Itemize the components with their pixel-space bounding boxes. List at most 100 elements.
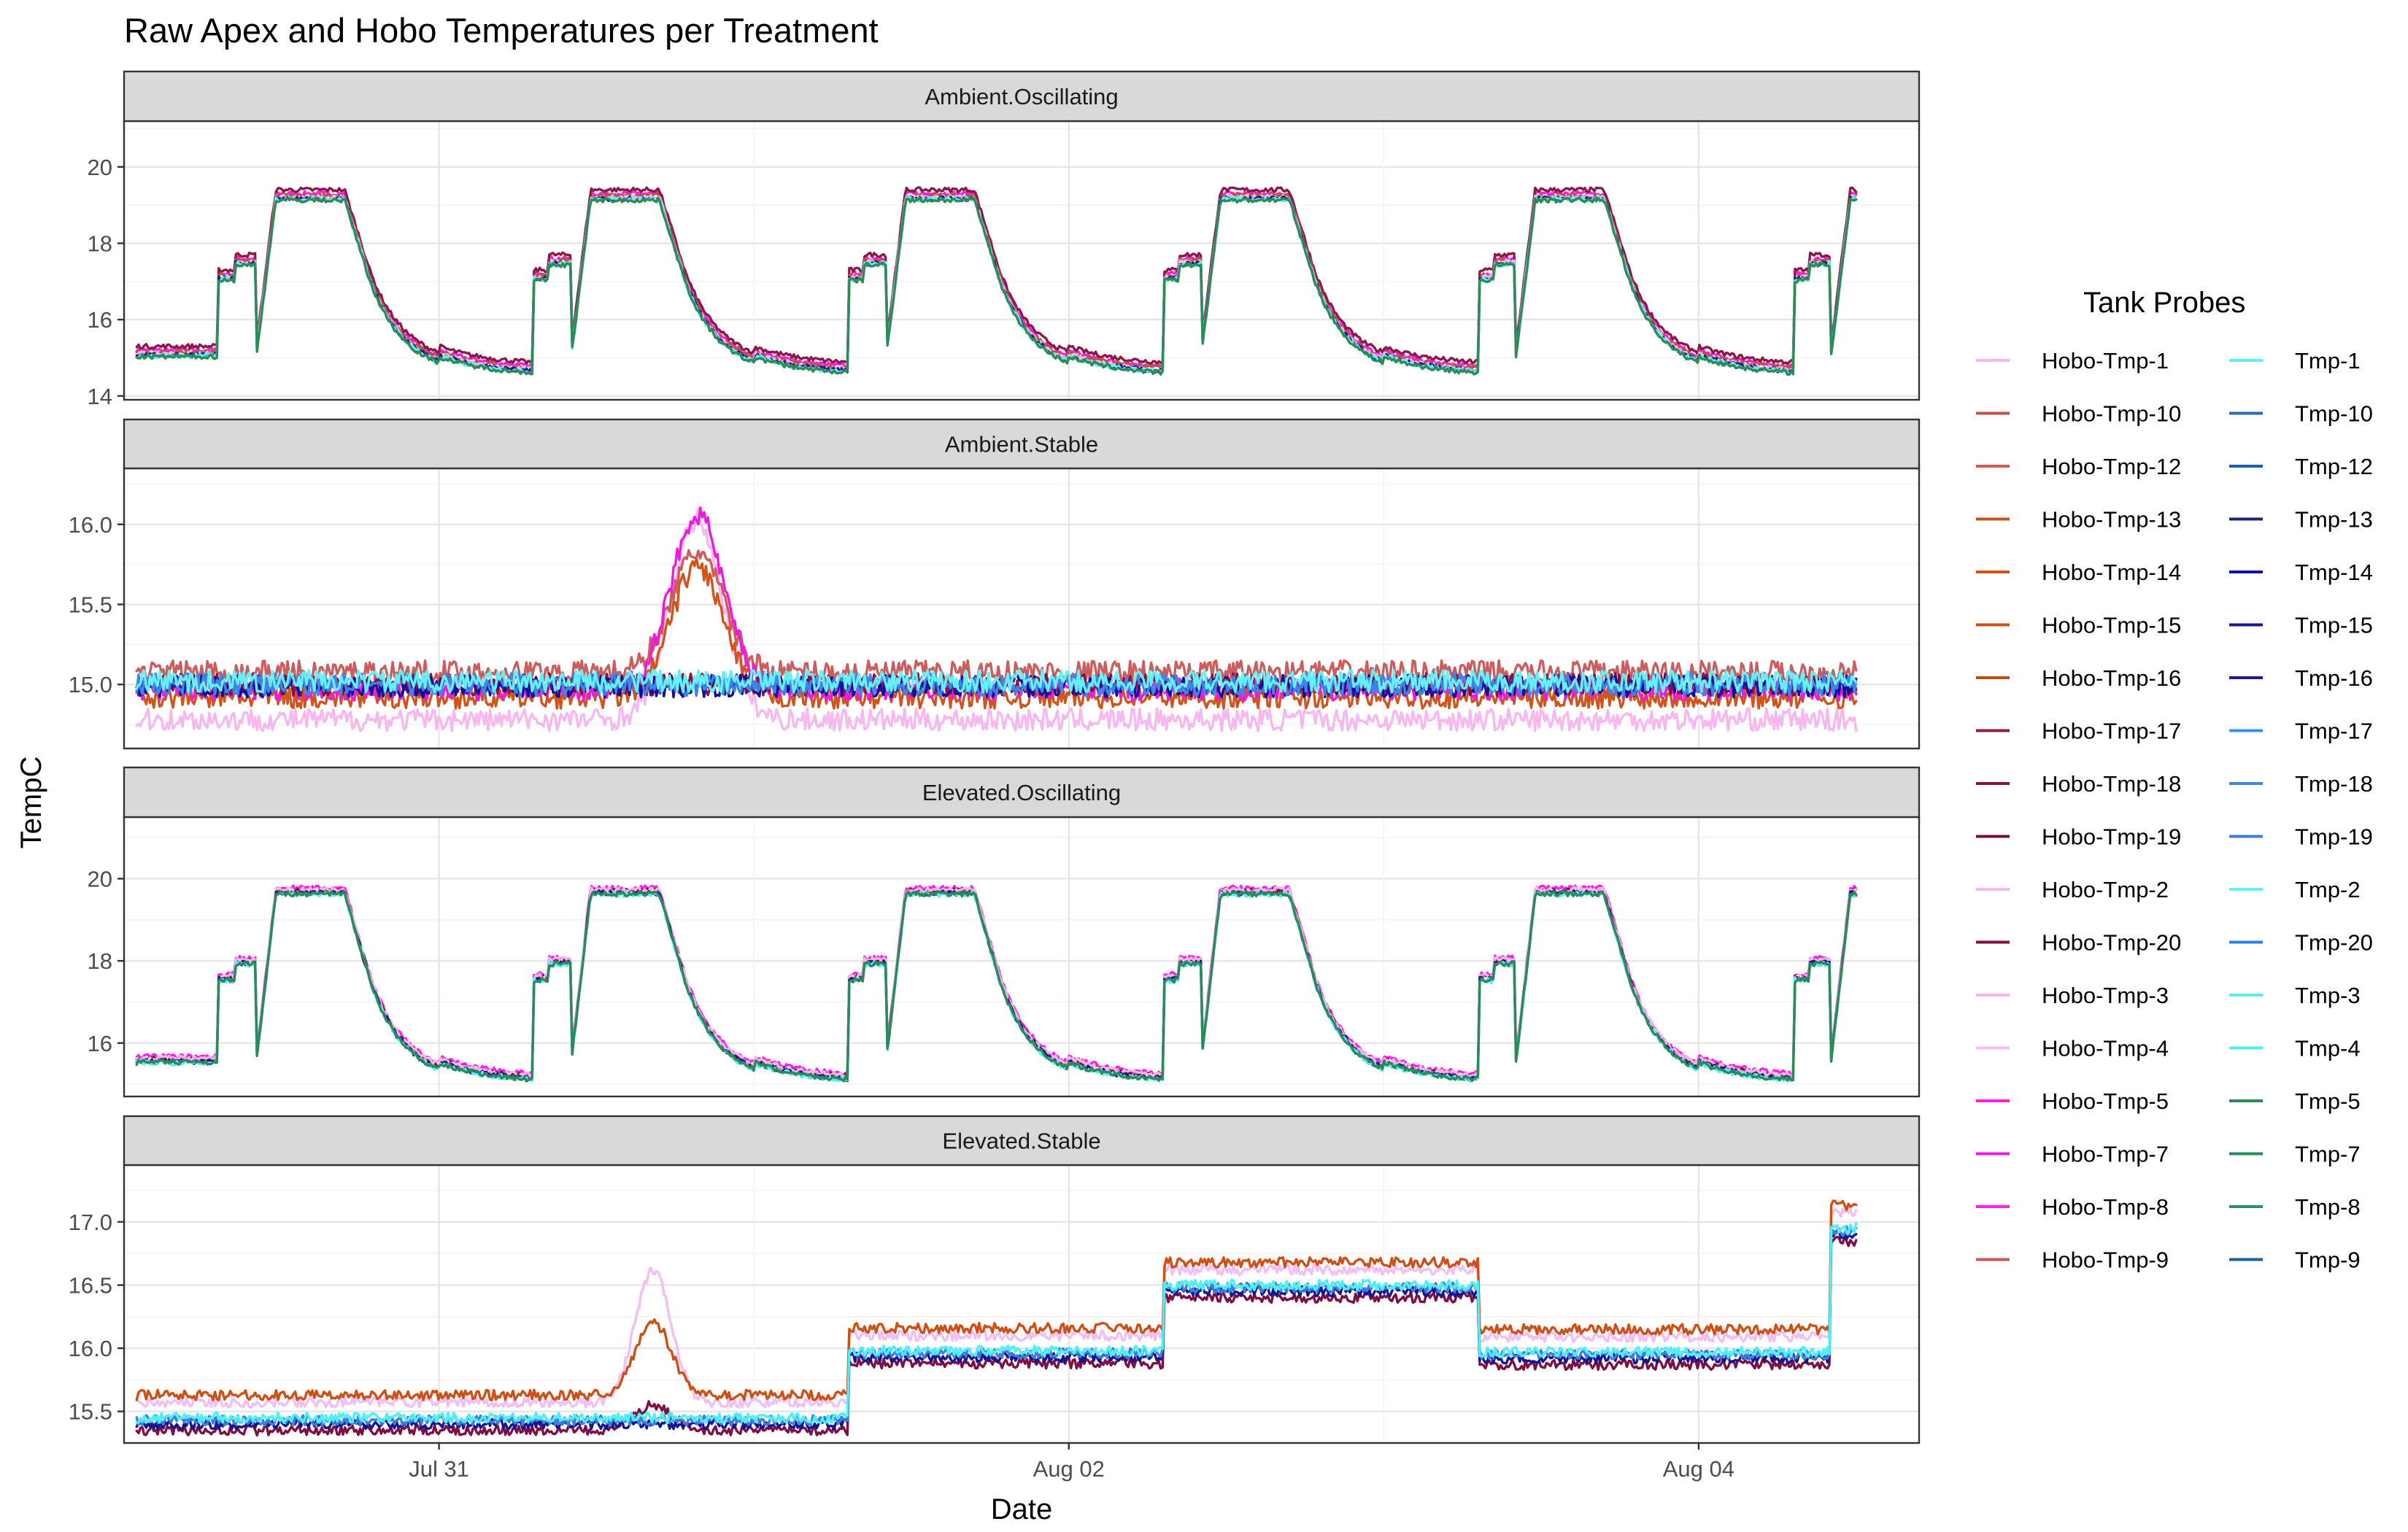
legend-label: Hobo-Tmp-5 bbox=[2042, 1088, 2169, 1114]
legend-label: Hobo-Tmp-4 bbox=[2042, 1036, 2169, 1061]
legend-label: Tmp-17 bbox=[2295, 719, 2373, 744]
legend-label: Tmp-14 bbox=[2295, 560, 2373, 585]
series-line-tmp-18 bbox=[135, 672, 1858, 697]
legend-label: Hobo-Tmp-9 bbox=[2042, 1247, 2169, 1273]
legend-item: Hobo-Tmp-8 bbox=[1976, 1194, 2169, 1220]
y-tick-label: 16.5 bbox=[69, 1273, 112, 1299]
legend-item: Hobo-Tmp-13 bbox=[1976, 507, 2181, 533]
series-line-tmp-4 bbox=[135, 1222, 1858, 1424]
legend-label: Hobo-Tmp-8 bbox=[2042, 1194, 2169, 1220]
legend-item: Hobo-Tmp-9 bbox=[1976, 1247, 2169, 1273]
series-line-tmp-7 bbox=[135, 890, 1858, 1083]
legend-item: Tmp-12 bbox=[2229, 454, 2373, 479]
series-line-tmp-2 bbox=[135, 668, 1858, 694]
panel-grid bbox=[123, 817, 1919, 1096]
y-tick-label: 20 bbox=[88, 155, 112, 180]
legend-item: Hobo-Tmp-14 bbox=[1976, 560, 2181, 585]
facet-strip-label: Elevated.Oscillating bbox=[922, 780, 1121, 805]
legend-label: Tmp-4 bbox=[2295, 1036, 2361, 1061]
y-tick-label: 15.0 bbox=[69, 672, 112, 697]
panel-grid bbox=[123, 121, 1919, 400]
legend-item: Tmp-9 bbox=[2229, 1247, 2361, 1273]
legend-item: Hobo-Tmp-7 bbox=[1976, 1142, 2169, 1167]
legend-label: Hobo-Tmp-18 bbox=[2042, 771, 2181, 797]
x-tick-label: Aug 04 bbox=[1663, 1456, 1734, 1482]
facet-panel: Ambient.Stable 15.0 15.5 16.0 bbox=[69, 418, 1921, 750]
legend-label: Tmp-3 bbox=[2295, 983, 2361, 1008]
legend-item: Tmp-1 bbox=[2229, 348, 2361, 374]
legend-item: Hobo-Tmp-20 bbox=[1976, 930, 2181, 956]
series-group bbox=[135, 186, 1858, 376]
legend-label: Hobo-Tmp-17 bbox=[2042, 719, 2181, 744]
series-line-hobo-tmp-1 bbox=[135, 193, 1858, 374]
series-line-hobo-tmp-15 bbox=[135, 1199, 1858, 1401]
legend-title: Tank Probes bbox=[2083, 287, 2245, 319]
legend-label: Tmp-15 bbox=[2295, 613, 2373, 638]
legend-label: Hobo-Tmp-12 bbox=[2042, 454, 2181, 479]
series-line-tmp-13 bbox=[135, 195, 1858, 374]
y-tick-label: 15.5 bbox=[69, 1399, 112, 1425]
y-tick-label: 17.0 bbox=[69, 1210, 112, 1235]
legend-item: Tmp-15 bbox=[2229, 613, 2373, 638]
legend-label: Hobo-Tmp-3 bbox=[2042, 983, 2169, 1008]
legend-item: Hobo-Tmp-18 bbox=[1976, 771, 2181, 797]
legend-label: Hobo-Tmp-7 bbox=[2042, 1142, 2169, 1167]
legend-item: Tmp-14 bbox=[2229, 560, 2373, 585]
legend-label: Tmp-9 bbox=[2295, 1247, 2361, 1273]
legend-item: Tmp-19 bbox=[2229, 824, 2373, 850]
facet-panel: Elevated.Oscillating 16 18 20 bbox=[88, 766, 1921, 1098]
legend-label: Hobo-Tmp-16 bbox=[2042, 665, 2181, 691]
series-line-hobo-tmp-3 bbox=[135, 886, 1858, 1079]
chart-title: Raw Apex and Hobo Temperatures per Treat… bbox=[124, 11, 879, 50]
legend-item: Tmp-8 bbox=[2229, 1194, 2361, 1220]
facet-panels: Ambient.Oscillating 14 16 18 20 Ambient.Stabl… bbox=[69, 70, 1921, 1482]
legend-label: Tmp-16 bbox=[2295, 665, 2373, 691]
legend-label: Hobo-Tmp-13 bbox=[2042, 507, 2181, 533]
facet-strip bbox=[123, 766, 1921, 819]
panel-border bbox=[123, 816, 1921, 1098]
legend-label: Hobo-Tmp-2 bbox=[2042, 877, 2169, 902]
legend-item: Tmp-5 bbox=[2229, 1088, 2361, 1114]
legend-label: Tmp-18 bbox=[2295, 771, 2373, 797]
series-line-tmp-14 bbox=[135, 673, 1858, 699]
y-tick-label: 18 bbox=[88, 231, 112, 256]
series-line-tmp-1 bbox=[135, 196, 1858, 375]
y-axis-title: TempC bbox=[15, 757, 47, 849]
legend-label: Hobo-Tmp-14 bbox=[2042, 560, 2181, 585]
y-tick-label: 14 bbox=[88, 384, 112, 409]
legend-item: Hobo-Tmp-10 bbox=[1976, 401, 2181, 427]
legend-label: Tmp-19 bbox=[2295, 824, 2373, 850]
legend-item: Tmp-17 bbox=[2229, 719, 2373, 744]
legend-label: Tmp-12 bbox=[2295, 454, 2373, 479]
series-line-hobo-tmp-2 bbox=[135, 508, 1858, 732]
series-group bbox=[135, 1199, 1858, 1437]
legend-item: Hobo-Tmp-1 bbox=[1976, 348, 2169, 374]
facet-strip bbox=[123, 418, 1921, 470]
legend-item: Tmp-18 bbox=[2229, 771, 2373, 797]
panel-grid bbox=[123, 1165, 1919, 1443]
series-line-hobo-tmp-17 bbox=[135, 186, 1858, 365]
facet-strip-label: Ambient.Oscillating bbox=[925, 84, 1118, 109]
legend: Tank Probes Hobo-Tmp-1Hobo-Tmp-10Hobo-Tm… bbox=[1976, 287, 2373, 1273]
legend-label: Tmp-10 bbox=[2295, 401, 2373, 427]
legend-label: Tmp-20 bbox=[2295, 930, 2373, 956]
series-line-hobo-tmp-5 bbox=[135, 190, 1858, 369]
legend-item: Tmp-16 bbox=[2229, 665, 2373, 691]
facet-strip bbox=[123, 1115, 1921, 1167]
series-line-hobo-tmp-12 bbox=[135, 549, 1858, 684]
legend-items: Hobo-Tmp-1 Hobo-Tmp-10 Hobo-Tmp-12 Hobo-Tmp… bbox=[1976, 348, 2373, 1273]
series-line-hobo-tmp-4 bbox=[135, 1207, 1858, 1409]
y-tick-label: 16 bbox=[88, 1031, 112, 1056]
series-line-tmp-3 bbox=[135, 890, 1858, 1083]
x-axis-title: Date bbox=[991, 1493, 1053, 1525]
legend-label: Hobo-Tmp-10 bbox=[2042, 401, 2181, 427]
legend-item: Hobo-Tmp-12 bbox=[1976, 454, 2181, 479]
legend-item: Tmp-7 bbox=[2229, 1142, 2361, 1167]
y-tick-label: 16.0 bbox=[69, 512, 112, 538]
facet-strip-label: Elevated.Stable bbox=[942, 1129, 1100, 1154]
y-tick-label: 16.0 bbox=[69, 1336, 112, 1361]
legend-label: Tmp-1 bbox=[2295, 348, 2361, 374]
series-line-hobo-tmp-19 bbox=[135, 887, 1858, 1080]
legend-item: Hobo-Tmp-19 bbox=[1976, 824, 2181, 850]
